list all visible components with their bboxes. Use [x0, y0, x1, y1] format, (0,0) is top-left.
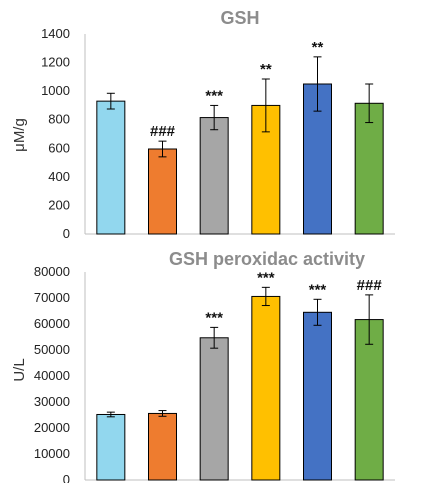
- significance-label: ***: [205, 309, 223, 326]
- y-tick-label: 1200: [41, 55, 70, 70]
- y-tick-label: 10000: [34, 446, 70, 461]
- significance-label: ***: [257, 269, 275, 286]
- significance-label: **: [260, 61, 272, 78]
- bar: [303, 311, 332, 481]
- significance-label: ###: [150, 123, 176, 140]
- y-tick-label: 1400: [41, 26, 70, 41]
- y-axis-label: μM/g: [11, 118, 28, 152]
- bar: [148, 148, 177, 235]
- bar: [148, 412, 177, 481]
- y-tick-label: 70000: [34, 290, 70, 305]
- y-tick-label: 600: [48, 140, 70, 155]
- gsh-chart: GSH μM/g 0200400600800100012001400###***…: [11, 8, 395, 241]
- significance-label: ***: [205, 87, 223, 104]
- y-tick-label: 60000: [34, 316, 70, 331]
- bar: [199, 117, 229, 235]
- y-tick-label: 0: [63, 226, 70, 241]
- y-tick-label: 50000: [34, 342, 70, 357]
- chart-title: GSH peroxidac activity: [169, 249, 365, 269]
- y-tick-label: 20000: [34, 420, 70, 435]
- gsh-peroxidase-chart: GSH peroxidac activity U/L 0 10000 20000 30…: [11, 249, 395, 483]
- significance-label: ***: [309, 281, 327, 298]
- y-tick-label: 0: [63, 472, 70, 483]
- y-tick-label: 1000: [41, 83, 70, 98]
- chart-title: GSH: [220, 8, 259, 28]
- y-tick-label: 400: [48, 169, 70, 184]
- y-tick-label: 800: [48, 112, 70, 127]
- bar: [354, 319, 384, 481]
- y-tick-label: 40000: [34, 368, 70, 383]
- y-tick-label: 80000: [34, 264, 70, 279]
- y-tick-label: 200: [48, 197, 70, 212]
- bar: [96, 413, 126, 481]
- y-axis-label: U/L: [11, 358, 28, 381]
- bar: [199, 337, 229, 481]
- bar: [96, 100, 126, 235]
- significance-label: **: [312, 39, 324, 56]
- significance-label: ###: [357, 277, 383, 294]
- y-tick-label: 30000: [34, 394, 70, 409]
- bar: [354, 102, 384, 235]
- bar: [251, 295, 281, 481]
